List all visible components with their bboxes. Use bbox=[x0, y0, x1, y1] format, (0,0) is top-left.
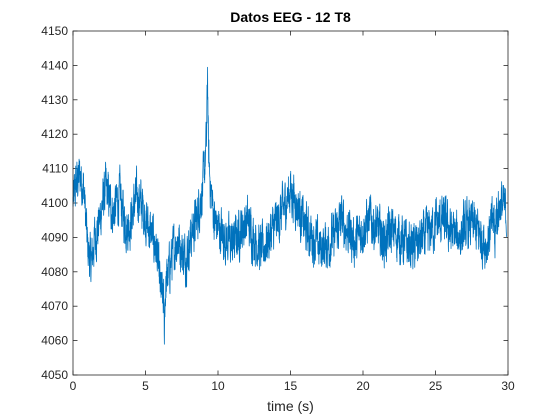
y-tick-label: 4100 bbox=[41, 196, 68, 210]
x-tick-label: 20 bbox=[356, 379, 370, 393]
x-tick-label: 10 bbox=[211, 379, 225, 393]
y-tick-label: 4120 bbox=[41, 127, 68, 141]
x-tick-label: 5 bbox=[142, 379, 149, 393]
y-tick-label: 4090 bbox=[41, 230, 68, 244]
plot-frame bbox=[72, 30, 509, 376]
ticks-layer: 0 5 10 15 20 25 30 4050 4060 4070 4080 4090 4100 4110… bbox=[41, 24, 515, 393]
y-tick-label: 4150 bbox=[41, 24, 68, 38]
x-tick-label: 25 bbox=[429, 379, 443, 393]
data-layer bbox=[72, 66, 507, 345]
y-tick-label: 4130 bbox=[41, 93, 68, 107]
x-axis-label: time (s) bbox=[267, 398, 314, 414]
x-tick-label: 30 bbox=[501, 379, 515, 393]
y-tick-label: 4110 bbox=[42, 162, 68, 176]
y-tick-label: 4070 bbox=[41, 299, 68, 313]
chart-title: Datos EEG - 12 T8 bbox=[230, 9, 351, 25]
y-tick-label: 4060 bbox=[41, 334, 68, 348]
y-tick-label: 4140 bbox=[41, 58, 68, 72]
x-tick-label: 0 bbox=[70, 379, 77, 393]
eeg-series-line bbox=[72, 66, 507, 345]
x-tick-label: 15 bbox=[284, 379, 298, 393]
y-tick-label: 4050 bbox=[41, 368, 68, 382]
y-tick-label: 4080 bbox=[41, 265, 68, 279]
